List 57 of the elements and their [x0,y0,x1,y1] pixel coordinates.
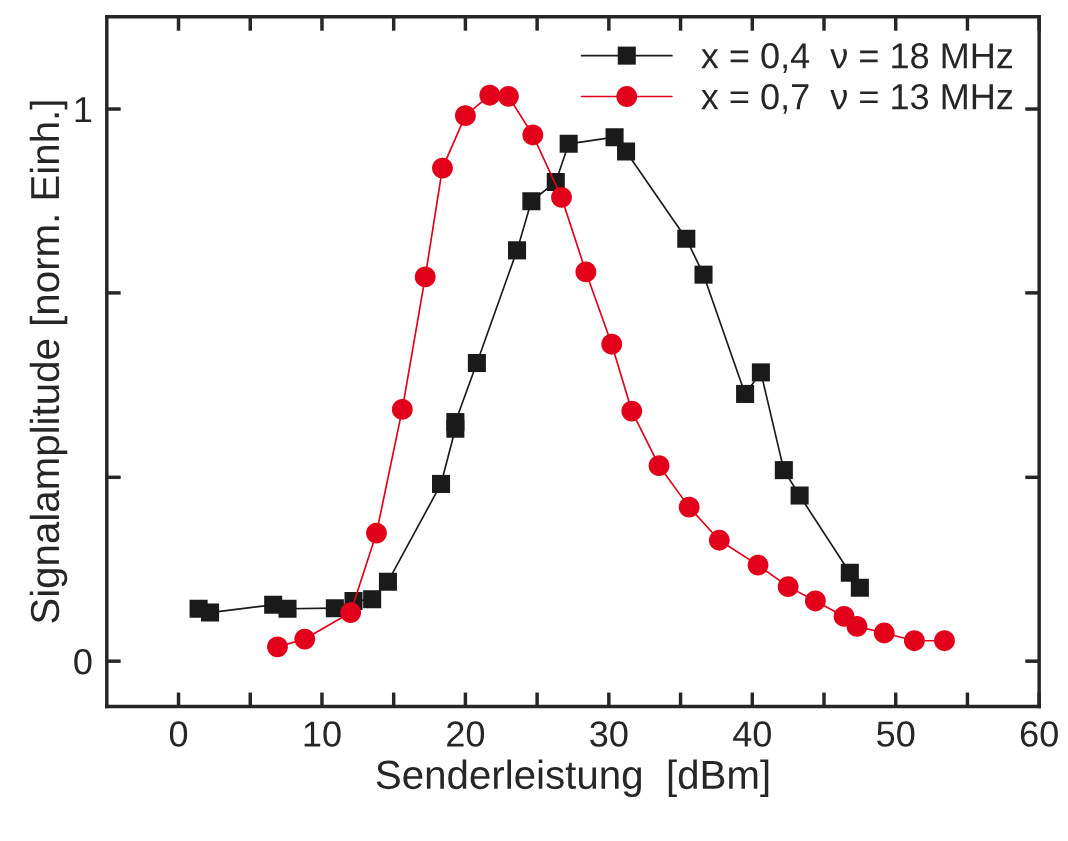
point [846,615,868,637]
point [522,124,544,146]
x-tick-label: 20 [447,721,485,747]
point [340,602,362,623]
point [601,333,623,355]
point [551,186,572,208]
point [708,529,730,551]
point [677,229,696,248]
point [508,241,527,260]
y-tick-label: 1 [75,97,92,123]
point [648,455,670,477]
point [694,265,713,284]
point [751,363,770,382]
point [414,266,436,288]
point [873,622,895,644]
point [934,630,955,652]
point [804,590,826,612]
legend-label: x = 0,4 ν = 18 MHz [701,43,1013,73]
point [498,85,519,107]
point [559,134,578,153]
point [575,261,597,283]
point [790,486,809,505]
point [479,84,501,106]
x-tick-label: 10 [304,721,341,747]
point [605,128,624,147]
point [454,105,476,127]
legend-label: x = 0,7 ν = 13 MHz [701,83,1013,114]
point [617,142,636,161]
point [378,572,397,591]
point [678,496,700,518]
point [201,603,220,622]
point [431,474,451,493]
point [446,413,465,432]
point [747,554,769,576]
point [278,599,297,618]
point [903,630,925,652]
y-axis-title: Signalamplitude [norm. Einh.] [29,101,68,623]
point [736,384,755,403]
point [366,522,387,544]
x-tick-label: 50 [877,721,915,747]
x-axis-title: Senderleistung [dBm] [376,759,769,798]
point [621,400,643,422]
point [850,578,869,597]
point [522,192,541,211]
point [363,590,382,609]
point [774,461,793,480]
x-tick-label: 60 [1020,721,1058,747]
point [267,636,288,658]
point [391,398,413,420]
point [432,157,453,179]
x-tick-label: 30 [590,721,628,747]
point [467,353,486,373]
point [294,628,316,650]
point [840,563,859,582]
x-tick-label: 40 [733,721,771,747]
x-tick-label: 0 [169,721,188,747]
point [777,576,799,598]
